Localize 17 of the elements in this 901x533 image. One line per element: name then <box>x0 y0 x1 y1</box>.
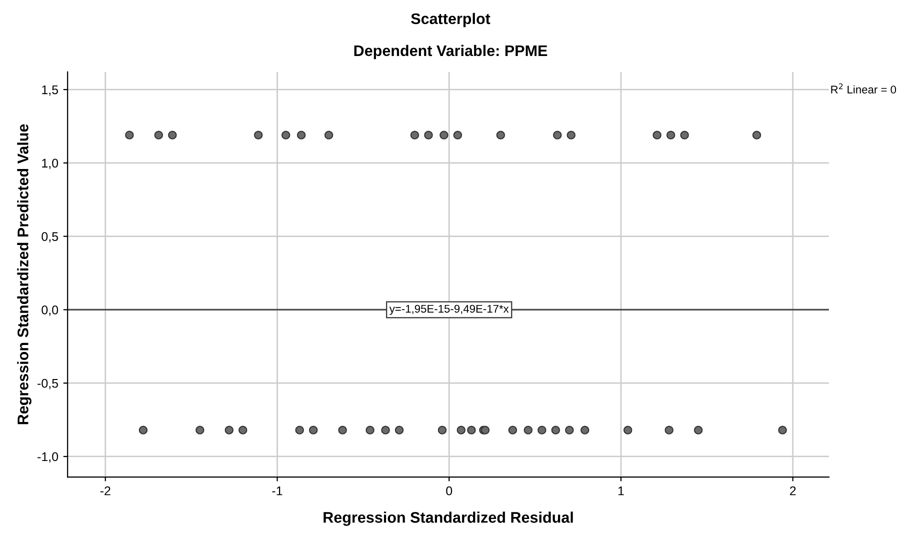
annotation: y=-1,95E-15-9,49E-17*x <box>389 304 509 315</box>
y-tick-label: -0,5 <box>38 378 58 390</box>
y-tick-label: 1,5 <box>42 85 58 96</box>
chart-subtitle: Dependent Variable: PPME <box>354 44 548 60</box>
x-tick-label: 0 <box>446 486 452 496</box>
y-axis-title: Regression Standardized Predicted Value <box>17 124 32 424</box>
text: R$^{2}$ Linear = 0 <box>831 83 896 94</box>
x-tick-label: 2 <box>790 486 796 496</box>
chart-title: Scatterplot <box>411 12 490 28</box>
x-axis-title: Regression Standardized Residual <box>324 512 573 526</box>
x-tick-label: 1 <box>618 486 624 496</box>
y-tick-label: 1,0 <box>42 158 58 170</box>
y-tick-label: -1,0 <box>38 452 58 463</box>
x-tick-label: -2 <box>100 486 110 496</box>
y-tick-label: 0,5 <box>42 232 58 242</box>
y-tick-label: 0,0 <box>42 306 58 316</box>
x-tick-label: -1 <box>272 486 282 496</box>
